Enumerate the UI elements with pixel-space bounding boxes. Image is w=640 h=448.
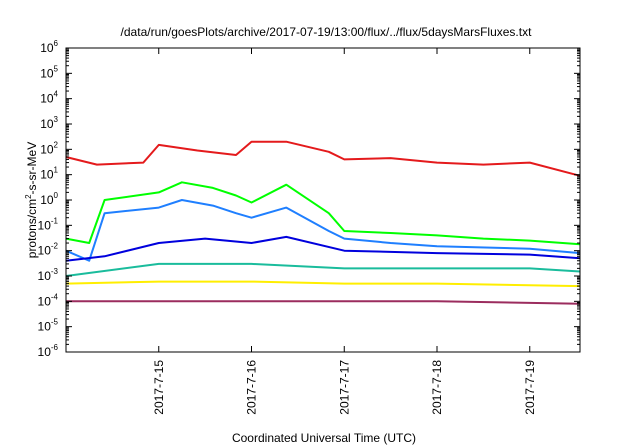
axis-layer: 10-6 10-5 10-4 10-3 10-2 10-1 100 101 102 103 104 1… <box>38 39 580 415</box>
y-tick-label: 100 <box>40 191 58 207</box>
y-tick-label: 106 <box>40 39 58 55</box>
series-layer <box>65 140 581 305</box>
y-tick-label: 104 <box>40 90 58 106</box>
y-tick-label: 103 <box>40 115 58 131</box>
series-line-4 <box>65 235 581 262</box>
x-axis-title: Coordinated Universal Time (UTC) <box>232 431 416 445</box>
y-tick-label: 101 <box>40 166 58 182</box>
x-tick-label: 2017-7-17 <box>337 360 351 415</box>
y-tick-label: 105 <box>40 64 58 80</box>
series-line-3 <box>65 199 581 262</box>
y-tick-label: 10-3 <box>38 267 59 283</box>
x-tick-label: 2017-7-19 <box>523 360 537 415</box>
y-tick-label: 10-5 <box>38 318 59 334</box>
x-tick-label: 2017-7-18 <box>430 360 444 415</box>
chart-title: /data/run/goesPlots/archive/2017-07-19/1… <box>121 25 533 39</box>
series-line-5 <box>65 262 581 277</box>
x-tick-label: 2017-7-16 <box>245 360 259 415</box>
y-tick-label: 10-6 <box>38 343 59 359</box>
series-line-6 <box>65 280 581 288</box>
y-tick-label: 102 <box>40 140 58 156</box>
series-line-1 <box>65 140 581 177</box>
y-tick-label: 10-4 <box>38 292 59 308</box>
series-line-2 <box>65 181 581 246</box>
y-tick-label: 10-1 <box>38 216 59 232</box>
y-axis-title-main: protons/cm <box>25 199 39 258</box>
series-line-7 <box>66 300 581 305</box>
y-axis-title-exp: 2 <box>24 194 33 199</box>
x-tick-label: 2017-7-15 <box>152 360 166 415</box>
y-axis-title: protons/cm2-s-sr-MeV <box>24 142 39 258</box>
y-axis-title-rest: -s-sr-MeV <box>25 142 39 195</box>
y-tick-label: 10-2 <box>38 242 59 258</box>
plot-frame <box>65 47 581 353</box>
